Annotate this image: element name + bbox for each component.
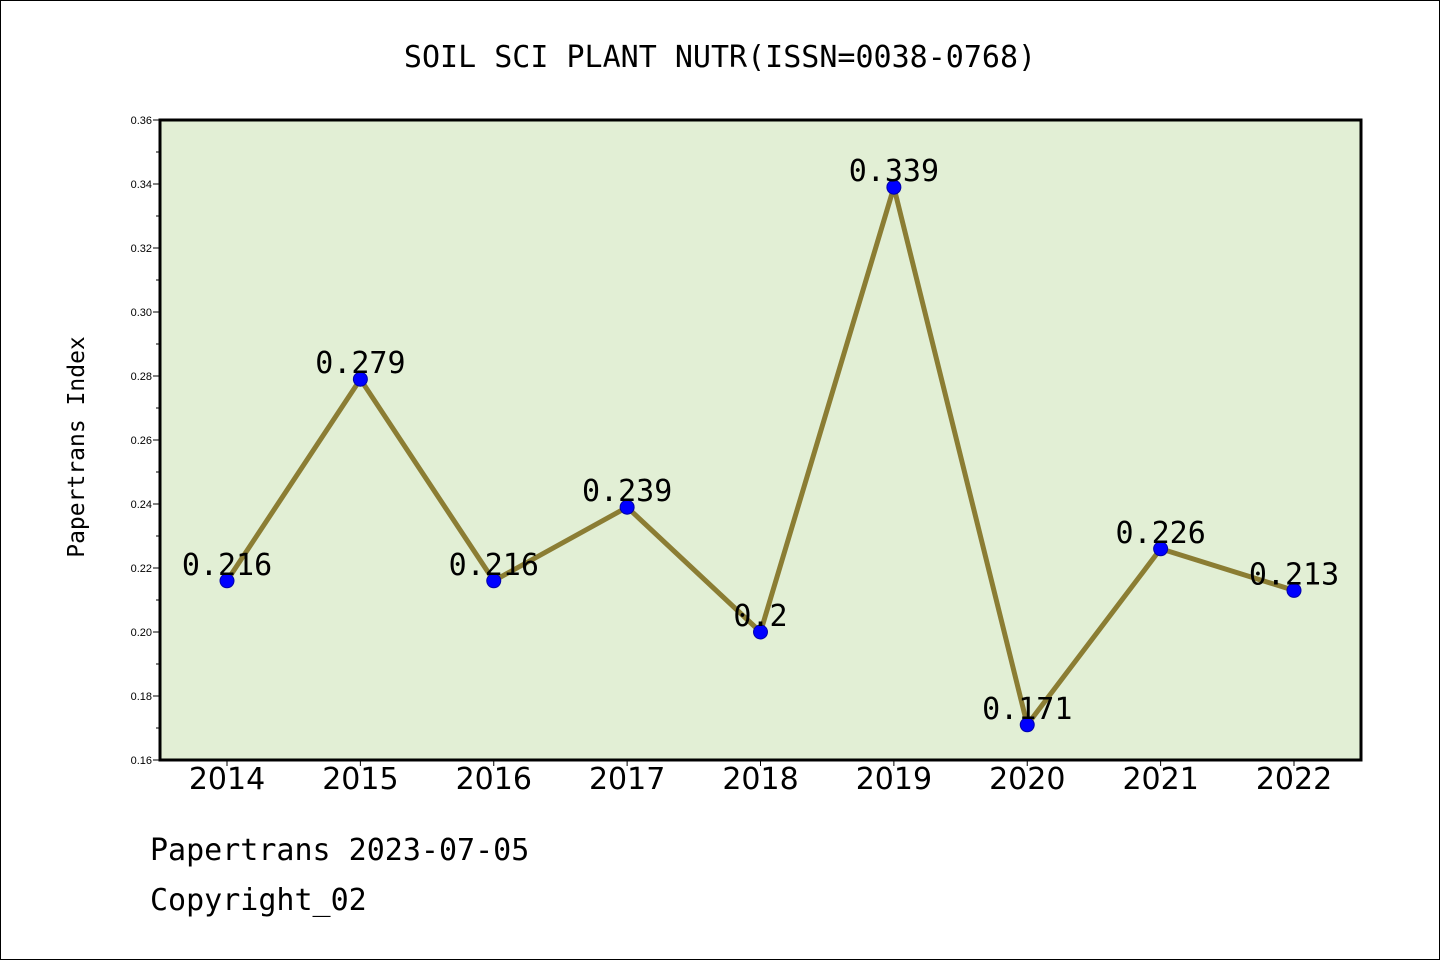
- x-tick-label: 2015: [322, 762, 398, 797]
- data-point: [1286, 582, 1302, 598]
- series-markers: [219, 179, 1302, 733]
- x-tick-label: 2017: [589, 762, 665, 797]
- y-tick-label: 0.28: [131, 371, 152, 383]
- data-label: 0.279: [315, 346, 405, 381]
- x-tick-label: 2018: [722, 762, 798, 797]
- x-tick-label: 2014: [189, 762, 265, 797]
- chart-title: SOIL SCI PLANT NUTR(ISSN=0038-0768): [404, 40, 1036, 75]
- x-tick-label: 2021: [1122, 762, 1198, 797]
- data-label: 0.239: [582, 474, 672, 509]
- plot-area: [158, 118, 1363, 762]
- x-tick-label: 2020: [989, 762, 1065, 797]
- data-point: [219, 573, 235, 589]
- data-label: 0.171: [982, 692, 1072, 727]
- x-axis: 2014 2015 2016 2017 2018 2019 2020 2021 2022: [189, 760, 1332, 797]
- data-point: [1019, 717, 1035, 733]
- y-axis: 0.16 0.18 0.20 0.22 0.24 0.26 0.28 0.30 0.32 0.34…: [131, 115, 160, 767]
- data-point: [1153, 541, 1169, 557]
- y-tick-label: 0.16: [131, 755, 152, 767]
- y-tick-label: 0.30: [131, 307, 152, 319]
- y-tick-label: 0.20: [131, 627, 152, 639]
- data-label: 0.213: [1249, 557, 1339, 592]
- data-label: 0.2: [733, 599, 787, 634]
- data-label: 0.216: [449, 548, 539, 583]
- data-label: 0.226: [1115, 516, 1205, 551]
- data-point: [886, 179, 902, 195]
- y-tick-label: 0.22: [131, 563, 152, 575]
- data-labels: 0.216 0.279 0.216 0.239 0.2 0.339 0.171 0.226 0.…: [182, 154, 1339, 727]
- y-tick-label: 0.26: [131, 435, 152, 447]
- data-label: 0.339: [849, 154, 939, 189]
- x-tick-label: 2022: [1256, 762, 1332, 797]
- data-label: 0.216: [182, 548, 272, 583]
- data-point: [486, 573, 502, 589]
- y-tick-label: 0.24: [131, 499, 152, 511]
- data-point: [753, 624, 768, 640]
- footer-copyright: Copyright_02: [150, 883, 367, 918]
- y-tick-label: 0.32: [131, 243, 152, 255]
- x-tick-label: 2019: [856, 762, 932, 797]
- data-point: [352, 371, 368, 387]
- data-point: [619, 499, 635, 515]
- y-tick-label: 0.18: [131, 691, 152, 703]
- y-tick-label: 0.34: [131, 179, 152, 191]
- y-axis-label: Papertrans Index: [64, 336, 90, 558]
- footer-date: Papertrans 2023-07-05: [150, 833, 530, 868]
- x-tick-label: 2016: [456, 762, 532, 797]
- y-tick-label: 0.36: [131, 115, 152, 127]
